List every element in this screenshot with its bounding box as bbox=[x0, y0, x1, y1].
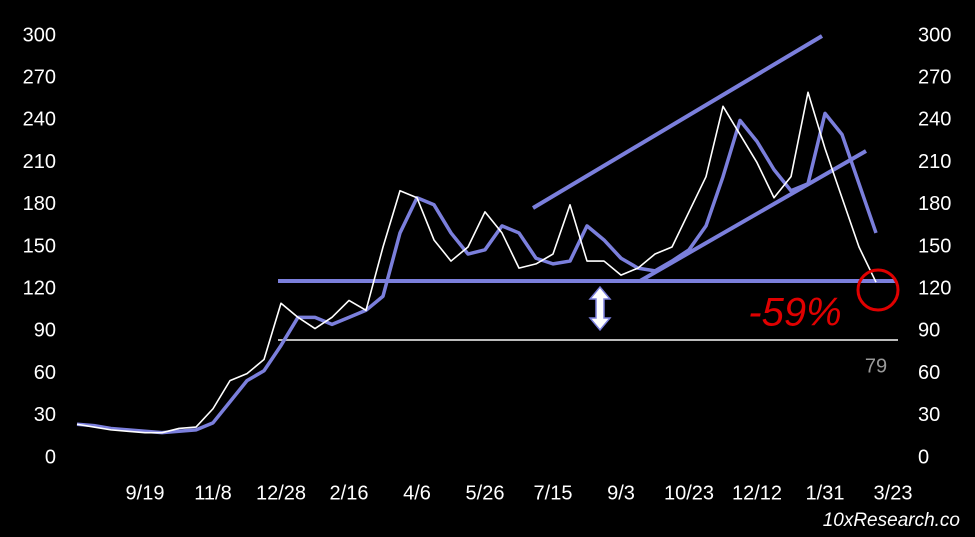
y-tick-label: 90 bbox=[34, 320, 56, 342]
y2-tick-label: 270 bbox=[918, 66, 951, 88]
channel-upper bbox=[531, 34, 824, 210]
y2-tick-label: 150 bbox=[918, 235, 951, 257]
y2-tick-label: 60 bbox=[918, 362, 940, 384]
x-tick-label: 11/8 bbox=[194, 482, 231, 504]
double-arrow bbox=[588, 285, 612, 332]
y-tick-label: 60 bbox=[34, 362, 56, 384]
y-tick-label: 150 bbox=[23, 235, 56, 257]
y2-tick-label: 180 bbox=[918, 193, 951, 215]
x-tick-label: 9/3 bbox=[607, 482, 635, 504]
y2-tick-label: 30 bbox=[918, 404, 940, 426]
y2-tick-label: 210 bbox=[918, 151, 951, 173]
y-tick-label: 0 bbox=[45, 446, 56, 468]
y-tick-label: 120 bbox=[23, 277, 56, 299]
y-tick-label: 30 bbox=[34, 404, 56, 426]
x-tick-label: 12/28 bbox=[256, 482, 306, 504]
y2-tick-label: 0 bbox=[918, 446, 929, 468]
x-tick-label: 3/23 bbox=[874, 482, 913, 504]
y2-tick-label: 90 bbox=[918, 320, 940, 342]
price-line bbox=[76, 91, 877, 434]
moving-average bbox=[76, 111, 878, 435]
x-tick-label: 7/15 bbox=[534, 482, 573, 504]
x-tick-label: 2/16 bbox=[330, 482, 369, 504]
source: 10xResearch.co bbox=[823, 510, 960, 531]
level-annotation: 79 bbox=[865, 355, 887, 377]
y2-tick-label: 120 bbox=[918, 277, 951, 299]
y2-tick-label: 240 bbox=[918, 109, 951, 131]
x-tick-label: 5/26 bbox=[466, 482, 505, 504]
drop-annotation: -59% bbox=[748, 291, 841, 335]
y2-tick-label: 300 bbox=[918, 24, 951, 46]
y-tick-label: 300 bbox=[23, 24, 56, 46]
x-tick-label: 9/19 bbox=[126, 482, 165, 504]
x-tick-label: 1/31 bbox=[806, 482, 845, 504]
y-tick-label: 180 bbox=[23, 193, 56, 215]
y-tick-label: 210 bbox=[23, 151, 56, 173]
highlight-circle bbox=[856, 268, 900, 312]
y-tick-label: 270 bbox=[23, 66, 56, 88]
x-tick-label: 10/23 bbox=[664, 482, 714, 504]
y-tick-label: 240 bbox=[23, 109, 56, 131]
x-tick-label: 4/6 bbox=[403, 482, 431, 504]
x-tick-label: 12/12 bbox=[732, 482, 782, 504]
